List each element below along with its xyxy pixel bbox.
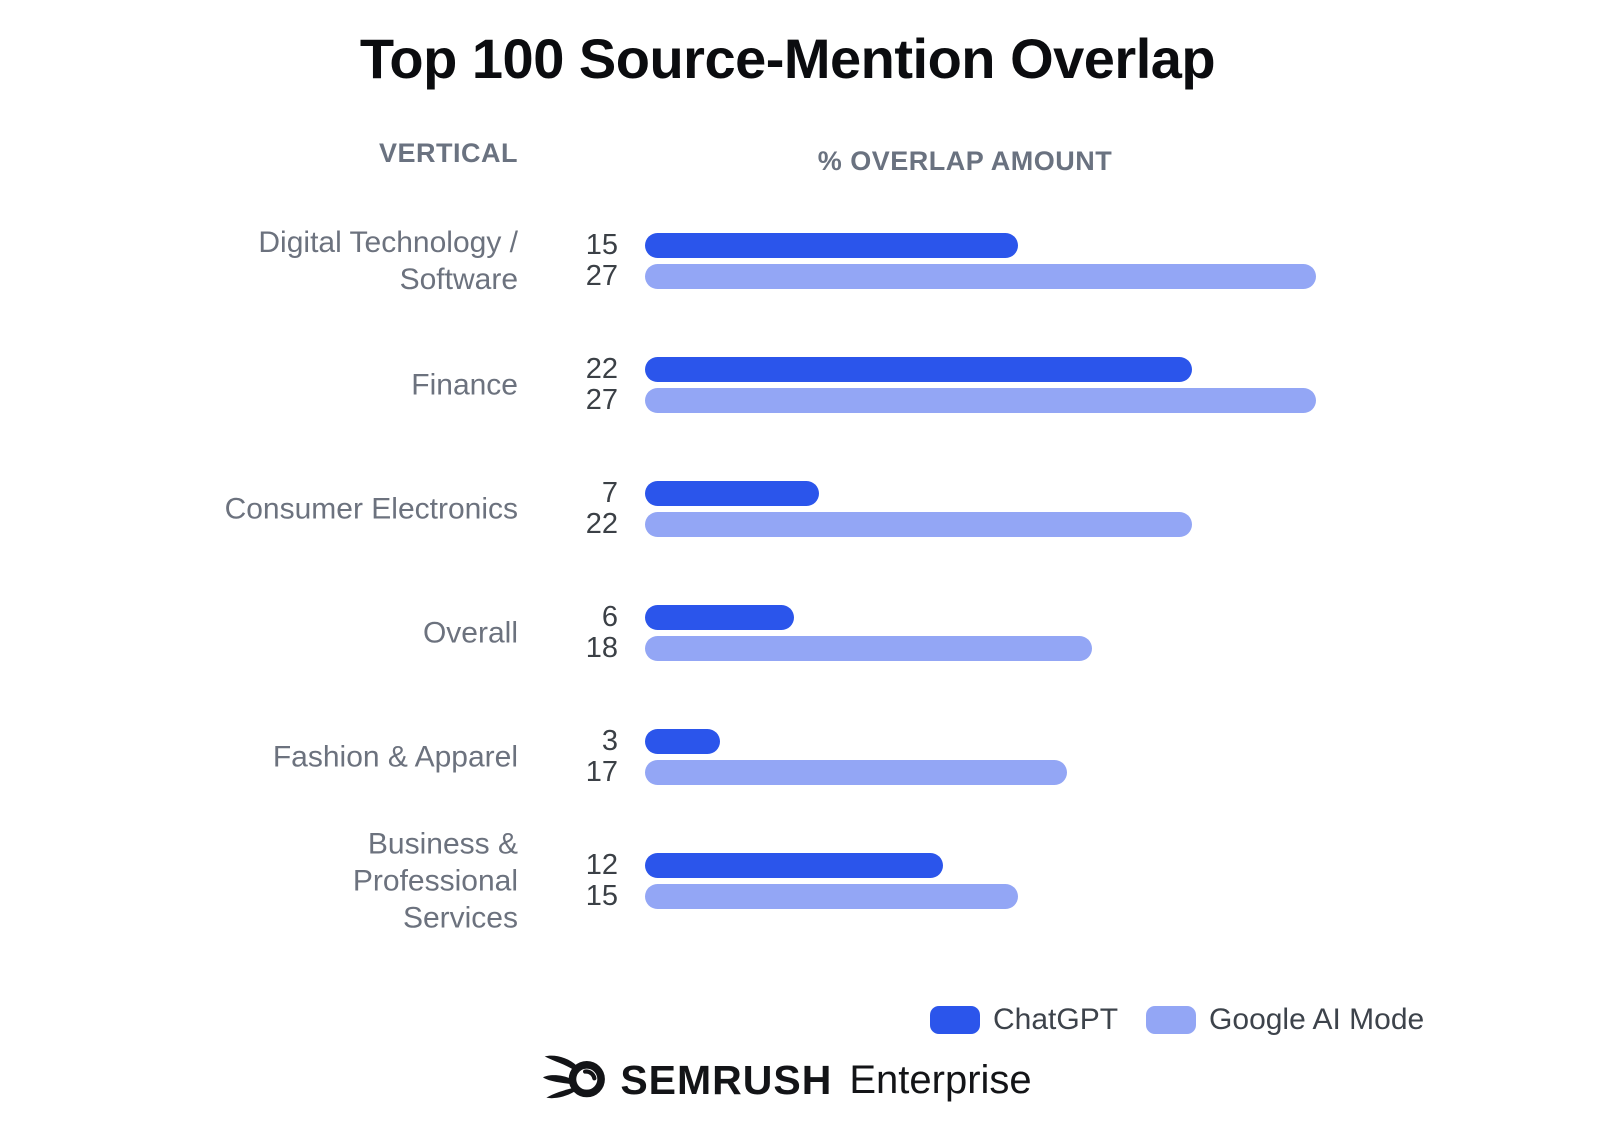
- brand-suffix: Enterprise: [849, 1057, 1032, 1102]
- bar-value-label: 12: [585, 849, 618, 881]
- bar-google-ai-mode: [645, 636, 1092, 661]
- bar-chatgpt: [645, 853, 943, 878]
- bar-value-label: 3: [601, 725, 618, 757]
- bar-google-ai-mode: [645, 388, 1316, 413]
- bar-row-chatgpt: 7: [0, 477, 1600, 509]
- bar-value-label: 22: [585, 508, 618, 540]
- semrush-comet-icon: [543, 1052, 607, 1108]
- column-header-overlap-amount: % OVERLAP AMOUNT: [817, 146, 1113, 176]
- chart-row: Fashion & Apparel 3 17: [0, 725, 1600, 788]
- bar-google-ai-mode: [645, 512, 1192, 537]
- bar-chatgpt: [645, 357, 1192, 382]
- bar-row-chatgpt: 15: [0, 229, 1600, 261]
- legend-item-google-ai-mode: Google AI Mode: [1146, 1003, 1424, 1037]
- bar-row-google-ai-mode: 17: [0, 756, 1600, 788]
- category-label: Finance: [411, 368, 518, 401]
- bar-value-label: 27: [585, 384, 618, 416]
- legend-item-chatgpt: ChatGPT: [930, 1003, 1118, 1037]
- bar-value-label: 7: [601, 477, 618, 509]
- google-ai-mode-swatch-icon: [1146, 1006, 1197, 1034]
- chart-legend: ChatGPT Google AI Mode: [930, 1003, 1424, 1037]
- chart-row: Finance 22 27: [0, 353, 1600, 416]
- bar-row-chatgpt: 3: [0, 725, 1600, 757]
- category-label: Fashion & Apparel: [272, 740, 518, 773]
- bar-google-ai-mode: [645, 264, 1316, 289]
- chart-row: Business & Professional Services 12 15: [0, 827, 1600, 934]
- bar-row-google-ai-mode: 27: [0, 260, 1600, 292]
- column-header-vertical: VERTICAL: [379, 138, 518, 168]
- bar-chatgpt: [645, 233, 1018, 258]
- bar-chart: Digital Technology / Software 15 27 Finance 2…: [0, 226, 1600, 977]
- bar-value-label: 22: [585, 353, 618, 385]
- footer-brand-lockup: SEMRUSH Enterprise: [0, 1052, 1575, 1108]
- bar-value-label: 17: [585, 756, 618, 788]
- chart-row: Digital Technology / Software 15 27: [0, 226, 1600, 296]
- bar-row-chatgpt: 12: [0, 849, 1600, 881]
- chart-row: Consumer Electronics 7 22: [0, 477, 1600, 540]
- bar-row-chatgpt: 22: [0, 353, 1600, 385]
- page-title: Top 100 Source-Mention Overlap: [359, 27, 1216, 90]
- category-label: Consumer Electronics: [224, 492, 518, 525]
- bar-row-google-ai-mode: 15: [0, 880, 1600, 912]
- legend-label-google-ai-mode: Google AI Mode: [1209, 1003, 1425, 1036]
- brand-name: SEMRUSH: [620, 1056, 833, 1103]
- bar-value-label: 27: [585, 260, 618, 292]
- bar-row-google-ai-mode: 22: [0, 508, 1600, 540]
- bar-chatgpt: [645, 729, 720, 754]
- legend-label-chatgpt: ChatGPT: [993, 1003, 1119, 1036]
- chart-row: Overall 6 18: [0, 601, 1600, 664]
- bar-chatgpt: [645, 481, 819, 506]
- bar-row-chatgpt: 6: [0, 601, 1600, 633]
- bar-google-ai-mode: [645, 884, 1018, 909]
- bar-value-label: 15: [585, 880, 618, 912]
- bar-chatgpt: [645, 605, 794, 630]
- bar-value-label: 15: [585, 229, 618, 261]
- bar-value-label: 18: [585, 632, 618, 664]
- bar-row-google-ai-mode: 27: [0, 384, 1600, 416]
- chatgpt-swatch-icon: [930, 1006, 980, 1034]
- category-label: Digital Technology / Software: [258, 225, 518, 296]
- category-label: Overall: [422, 616, 518, 649]
- bar-value-label: 6: [601, 601, 618, 633]
- category-label: Business & Professional Services: [352, 827, 518, 934]
- bar-row-google-ai-mode: 18: [0, 632, 1600, 664]
- bar-google-ai-mode: [645, 760, 1067, 785]
